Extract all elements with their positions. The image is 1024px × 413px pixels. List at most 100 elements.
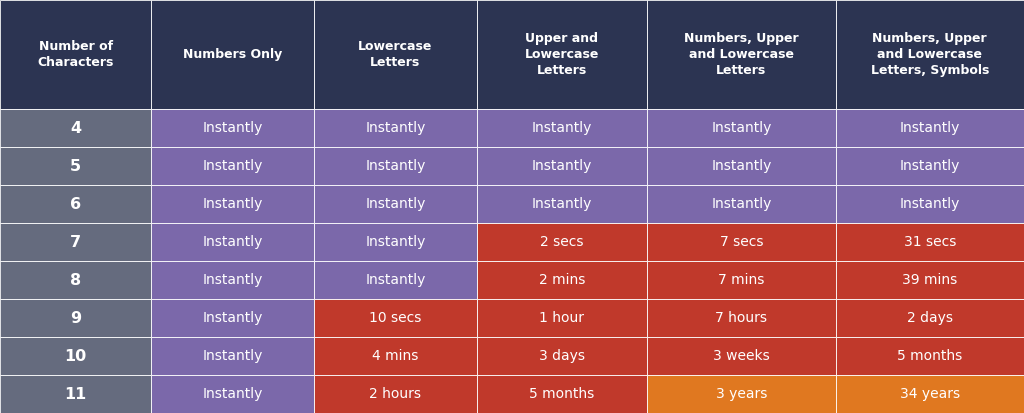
Bar [476,109,647,147]
Text: Numbers Only: Numbers Only [183,48,283,61]
Text: Instantly: Instantly [203,387,263,401]
Text: 11: 11 [65,387,87,401]
Bar [0,223,152,261]
Bar [476,375,647,413]
Text: Number of
Characters: Number of Characters [38,40,114,69]
Bar [152,299,314,337]
Bar [152,375,314,413]
Text: Upper and
Lowercase
Letters: Upper and Lowercase Letters [524,32,599,77]
Text: Instantly: Instantly [366,273,426,287]
Text: 7 mins: 7 mins [718,273,765,287]
Bar [647,299,836,337]
Text: Instantly: Instantly [712,121,771,135]
Text: Instantly: Instantly [203,121,263,135]
Text: Numbers, Upper
and Lowercase
Letters: Numbers, Upper and Lowercase Letters [684,32,799,77]
Text: 4 mins: 4 mins [372,349,419,363]
Bar [152,185,314,223]
Text: Instantly: Instantly [203,235,263,249]
Bar [152,261,314,299]
Bar [0,299,152,337]
Bar [836,147,1024,185]
Text: 5: 5 [70,159,81,174]
Text: 7: 7 [70,235,81,250]
Text: Instantly: Instantly [203,311,263,325]
Text: Instantly: Instantly [531,159,592,173]
Bar [152,223,314,261]
Bar [836,375,1024,413]
Text: 6: 6 [70,197,81,212]
Text: 1 hour: 1 hour [540,311,585,325]
Text: 39 mins: 39 mins [902,273,957,287]
Text: Instantly: Instantly [366,235,426,249]
Bar [836,261,1024,299]
Bar [836,223,1024,261]
Text: Instantly: Instantly [203,197,263,211]
Text: Lowercase
Letters: Lowercase Letters [358,40,432,69]
Text: 5 months: 5 months [897,349,963,363]
Text: Instantly: Instantly [712,197,771,211]
Text: 8: 8 [70,273,81,288]
Text: 5 months: 5 months [529,387,595,401]
Text: 3 years: 3 years [716,387,767,401]
Bar [647,109,836,147]
Text: 3 days: 3 days [539,349,585,363]
Bar [314,299,476,337]
Bar [314,223,476,261]
Bar [0,375,152,413]
Bar [647,375,836,413]
Text: Instantly: Instantly [900,159,959,173]
Bar [152,147,314,185]
Bar [314,185,476,223]
Text: 9: 9 [70,311,81,325]
Bar [836,109,1024,147]
Text: 2 hours: 2 hours [370,387,421,401]
Bar [0,147,152,185]
Bar [476,0,647,109]
Bar [0,261,152,299]
Bar [476,337,647,375]
Bar [476,299,647,337]
Bar [647,185,836,223]
Text: Instantly: Instantly [366,121,426,135]
Text: Instantly: Instantly [366,197,426,211]
Text: 31 secs: 31 secs [903,235,956,249]
Bar [0,109,152,147]
Bar [476,147,647,185]
Text: Instantly: Instantly [900,197,959,211]
Bar [0,337,152,375]
Bar [647,0,836,109]
Bar [314,0,476,109]
Text: 7 secs: 7 secs [720,235,763,249]
Text: Instantly: Instantly [203,273,263,287]
Bar [476,261,647,299]
Bar [836,299,1024,337]
Text: Instantly: Instantly [203,159,263,173]
Text: Instantly: Instantly [712,159,771,173]
Text: 7 hours: 7 hours [716,311,767,325]
Text: Instantly: Instantly [531,197,592,211]
Text: 2 secs: 2 secs [541,235,584,249]
Bar [314,375,476,413]
Text: Instantly: Instantly [531,121,592,135]
Text: Instantly: Instantly [900,121,959,135]
Bar [0,185,152,223]
Text: Instantly: Instantly [203,349,263,363]
Bar [314,337,476,375]
Text: 4: 4 [70,121,81,136]
Bar [152,0,314,109]
Bar [647,337,836,375]
Bar [152,337,314,375]
Bar [0,0,152,109]
Bar [647,223,836,261]
Text: 10 secs: 10 secs [370,311,422,325]
Text: 3 weeks: 3 weeks [713,349,770,363]
Bar [836,0,1024,109]
Text: Instantly: Instantly [366,159,426,173]
Text: 2 mins: 2 mins [539,273,585,287]
Bar [647,261,836,299]
Text: 10: 10 [65,349,87,363]
Bar [314,109,476,147]
Bar [476,223,647,261]
Bar [836,185,1024,223]
Bar [836,337,1024,375]
